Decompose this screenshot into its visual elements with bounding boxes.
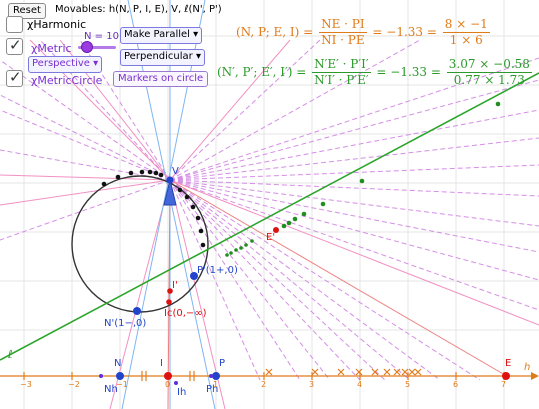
slider-track[interactable]: [78, 46, 116, 49]
label-ell: ℓ: [7, 348, 13, 361]
harmonic-checkbox[interactable]: [6, 16, 23, 33]
label-i: I: [160, 358, 163, 369]
markers-on-circle-button[interactable]: Markers on circle: [113, 71, 209, 87]
svg-text:2: 2: [261, 380, 266, 389]
point-n-prime[interactable]: [133, 307, 141, 315]
dropdown-arrow-icon: ▾: [193, 29, 199, 40]
reset-button[interactable]: Reset: [8, 3, 46, 19]
point-p-prime[interactable]: [190, 272, 198, 280]
v-triangle-icon: [163, 179, 177, 206]
line-ell[interactable]: [0, 72, 539, 361]
axis-arrow-icon: [531, 372, 539, 380]
formula-top-lhs: (N, P; E, I) =: [236, 25, 314, 39]
make-parallel-select[interactable]: Make Parallel ▾: [120, 27, 203, 44]
svg-text:7: 7: [501, 380, 506, 389]
label-ic: Ic(0,−∞): [164, 308, 207, 319]
svg-text:4: 4: [357, 380, 362, 389]
cross-ratio-formula-top: (N, P; E, I) = NE · PI NI · PE = −1.33 = …: [236, 17, 492, 48]
svg-text:−1: −1: [116, 380, 128, 389]
circle-markers: [101, 169, 206, 248]
point-ic[interactable]: [166, 299, 172, 305]
dropdown-arrow-icon: ▾: [93, 58, 99, 69]
formula-top-den2: 1 × 6: [449, 33, 483, 47]
slider-label: N = 10: [84, 31, 119, 42]
label-e-prime: E': [266, 232, 275, 243]
label-n: N: [114, 358, 121, 369]
point-e[interactable]: [502, 372, 510, 380]
svg-text:5: 5: [405, 380, 410, 389]
formula-top-eq: = −1.33 =: [372, 25, 437, 39]
svg-text:6: 6: [453, 380, 458, 389]
formula-bot-num2: 3.07 × −0.58: [446, 57, 532, 73]
formula-bot-num1: N′E′ · P′I′: [312, 57, 371, 73]
label-ih: Ih: [177, 387, 186, 398]
point-i-prime[interactable]: [167, 288, 173, 294]
label-p: P: [219, 358, 225, 369]
red-lines: [167, 179, 506, 409]
label-i-prime: I': [172, 280, 178, 291]
label-n-prime: N'(1−,0): [104, 318, 146, 329]
svg-text:0: 0: [165, 380, 170, 389]
point-n[interactable]: [116, 372, 124, 380]
formula-top-num2: 8 × −1: [442, 17, 490, 33]
pink-rays: [0, 39, 539, 409]
svg-text:−2: −2: [68, 380, 80, 389]
metric-label: χMetric: [31, 42, 72, 55]
cross-ratio-formula-bottom: (N′, P′; E′, I′) = N′E′ · P′I′ N′I′ · P′E…: [217, 57, 534, 88]
metric-circle-label: χMetricCircle: [31, 74, 103, 87]
label-ph: Ph: [206, 384, 218, 395]
metric-checkbox[interactable]: ✓: [6, 36, 23, 55]
dropdown-arrow-icon: ▾: [195, 51, 201, 62]
formula-bot-eq: = −1.33 =: [376, 65, 441, 79]
label-h: h: [524, 362, 530, 373]
perspective-select[interactable]: Perspective ▾: [28, 56, 103, 73]
formula-bot-den2: 0.77 × 1.73: [453, 73, 525, 87]
harmonic-label: χHarmonic: [27, 18, 87, 31]
line-markers: [225, 101, 501, 257]
formula-top-den1: NI · PE: [321, 33, 365, 47]
label-v: V: [172, 166, 179, 177]
check-icon: ✓: [9, 36, 22, 54]
label-nh: Nh: [104, 384, 118, 395]
point-ph[interactable]: [209, 374, 213, 378]
point-p[interactable]: [212, 372, 220, 380]
slider-knob[interactable]: [81, 41, 93, 53]
point-i[interactable]: [164, 372, 172, 380]
point-e-prime[interactable]: [273, 227, 279, 233]
movables-text: Movables: h(N, P, I, E), V, ℓ(N', P'): [55, 4, 222, 15]
formula-bot-lhs: (N′, P′; E′, I′) =: [217, 65, 307, 79]
svg-text:−3: −3: [20, 380, 32, 389]
axis-labels: −3 −2 −1 0 1 2 3 4 5 6 7: [20, 380, 506, 389]
point-ih[interactable]: [174, 381, 178, 385]
svg-text:1: 1: [213, 380, 218, 389]
check-icon: ✓: [9, 68, 22, 86]
label-p-prime: P'(1+,0): [197, 265, 238, 276]
point-v[interactable]: [166, 176, 174, 184]
axis-x-markers: [265, 368, 422, 376]
svg-text:3: 3: [309, 380, 314, 389]
point-nh[interactable]: [99, 374, 103, 378]
formula-bot-den1: N′I′ · P′E′: [314, 73, 369, 87]
perpendicular-select[interactable]: Perpendicular ▾: [120, 49, 205, 66]
metric-circle-checkbox[interactable]: ✓: [6, 68, 23, 87]
label-e: E: [505, 358, 511, 369]
formula-top-num1: NE · PI: [319, 17, 367, 33]
